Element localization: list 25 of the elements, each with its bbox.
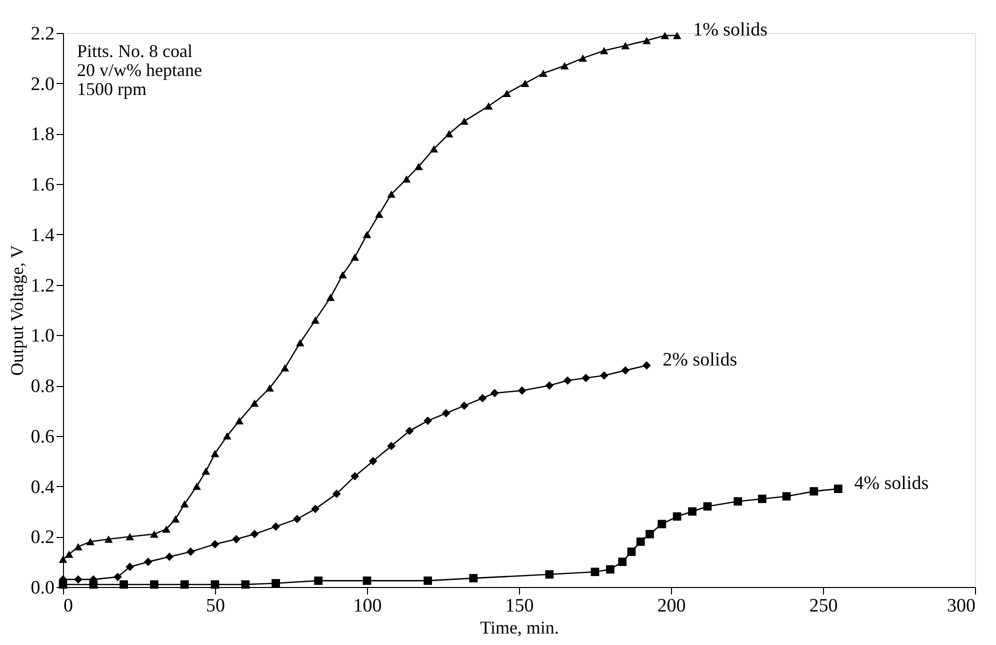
x-axis-title: Time, min. — [480, 618, 559, 638]
x-tick-label: 50 — [206, 596, 225, 616]
y-tick-label: 1.8 — [30, 124, 54, 146]
y-tick-label: 2.2 — [30, 24, 54, 44]
y-axis-title: Output Voltage, V — [6, 245, 27, 376]
y-tick-label: 0.0 — [30, 578, 54, 598]
x-tick-label: 250 — [809, 596, 838, 616]
y-tick-label: 1.6 — [30, 174, 54, 196]
x-tick-label: 0 — [64, 596, 73, 616]
annotation: Pitts. No. 8 coal 20 v/w% heptane 1500 rpm — [77, 41, 202, 99]
x-tick-label: 300 — [947, 596, 976, 616]
series-label: 1% solids — [693, 20, 768, 41]
y-tick-label: 1.0 — [30, 326, 54, 347]
y-tick-label: 1.4 — [30, 224, 55, 246]
x-tick-label: 100 — [353, 596, 382, 616]
x-tick-label: 200 — [657, 596, 686, 616]
x-tick-label: 150 — [505, 596, 534, 616]
series-label: 2% solids — [662, 349, 738, 370]
y-tick-label: 1.2 — [30, 275, 54, 296]
y-tick-label: 2.0 — [30, 74, 54, 95]
y-tick-label: 0.4 — [30, 476, 55, 498]
y-tick-label: 0.8 — [30, 376, 54, 398]
y-tick-label: 0.6 — [30, 426, 54, 448]
series-label: 4% solids — [854, 472, 929, 494]
y-tick-label: 0.2 — [30, 527, 54, 548]
